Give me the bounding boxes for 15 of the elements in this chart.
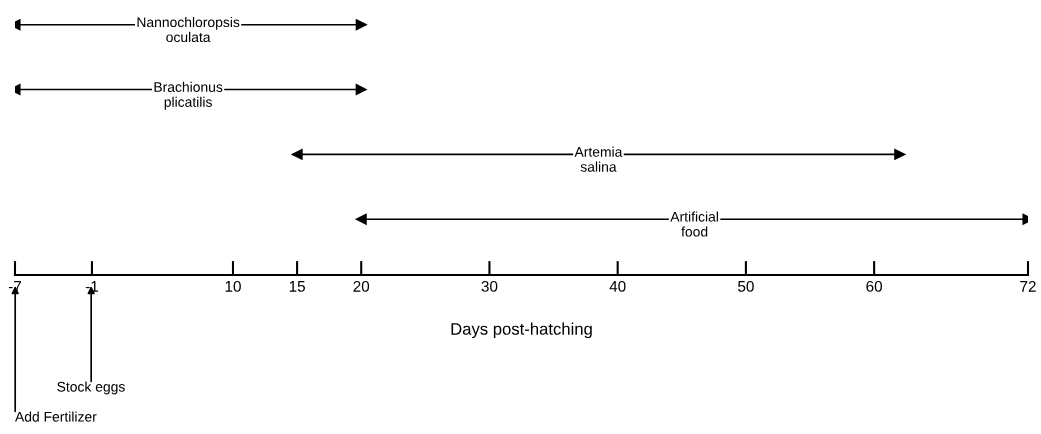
x-axis-title: Days post-hatching [451, 322, 592, 339]
y-tick-label: Artemia salina [574, 146, 623, 172]
x-tick-label: 30 [481, 280, 498, 292]
y-tick-label: Brachionus plicatilis [154, 81, 223, 110]
x-tick-label: 20 [353, 280, 370, 292]
y-tick-label: Nannochloropsis oculata [137, 16, 240, 43]
x-tick-label: 72 [1020, 280, 1036, 292]
y-tick-label: Artificial food [670, 211, 718, 237]
text: Add Fertilizer [15, 411, 97, 422]
text: Stock eggs [57, 381, 125, 395]
x-tick-label: 40 [609, 280, 626, 292]
x-tick-label: 15 [289, 281, 305, 292]
x-tick-label: 60 [866, 280, 883, 292]
x-tick-label: 10 [225, 280, 241, 292]
x-tick-label: 50 [738, 280, 754, 292]
